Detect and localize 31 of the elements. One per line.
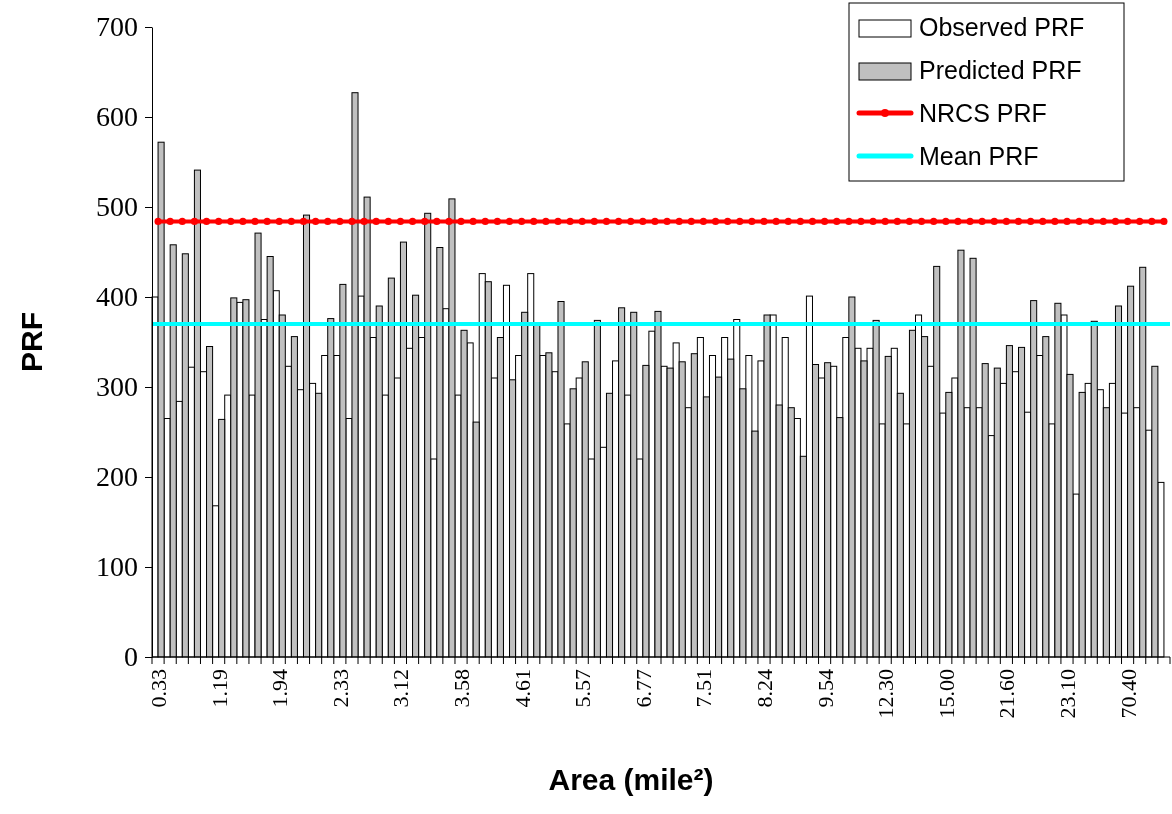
x-tick-label: 3.12 (388, 669, 414, 708)
x-tick-label: 21.60 (994, 669, 1020, 719)
y-tick-label: 600 (96, 101, 138, 133)
legend-label: Mean PRF (919, 142, 1039, 170)
x-tick-label: 2.33 (327, 669, 353, 708)
x-tick-label: 0.33 (146, 669, 172, 708)
y-tick-label: 0 (124, 641, 138, 673)
x-tick-label: 9.54 (812, 669, 838, 708)
y-tick-label: 700 (96, 11, 138, 43)
legend-label: Observed PRF (919, 13, 1085, 41)
legend-label: Predicted PRF (919, 56, 1082, 84)
x-tick-label: 70.40 (1115, 669, 1141, 719)
y-tick-label: 400 (96, 281, 138, 313)
x-tick-label: 15.00 (933, 669, 959, 719)
x-tick-label: 23.10 (1054, 669, 1080, 719)
x-tick-label: 12.30 (873, 669, 899, 719)
x-tick-label: 6.77 (630, 669, 656, 708)
x-tick-label: 8.24 (752, 669, 778, 708)
x-tick-label: 4.61 (509, 669, 535, 708)
x-axis-title: Area (mile²) (548, 763, 714, 796)
y-tick-label: 500 (96, 191, 138, 223)
y-axis-title: PRF (15, 312, 48, 372)
legend-label: NRCS PRF (919, 99, 1047, 127)
x-tick-label: 1.94 (267, 669, 293, 708)
x-tick-label: 1.19 (206, 669, 232, 708)
y-tick-label: 300 (96, 371, 138, 403)
y-tick-label: 100 (96, 551, 138, 583)
x-tick-label: 3.58 (449, 669, 475, 708)
y-tick-label: 200 (96, 461, 138, 493)
x-tick-label: 7.51 (691, 669, 717, 708)
x-tick-label: 5.57 (570, 669, 596, 708)
